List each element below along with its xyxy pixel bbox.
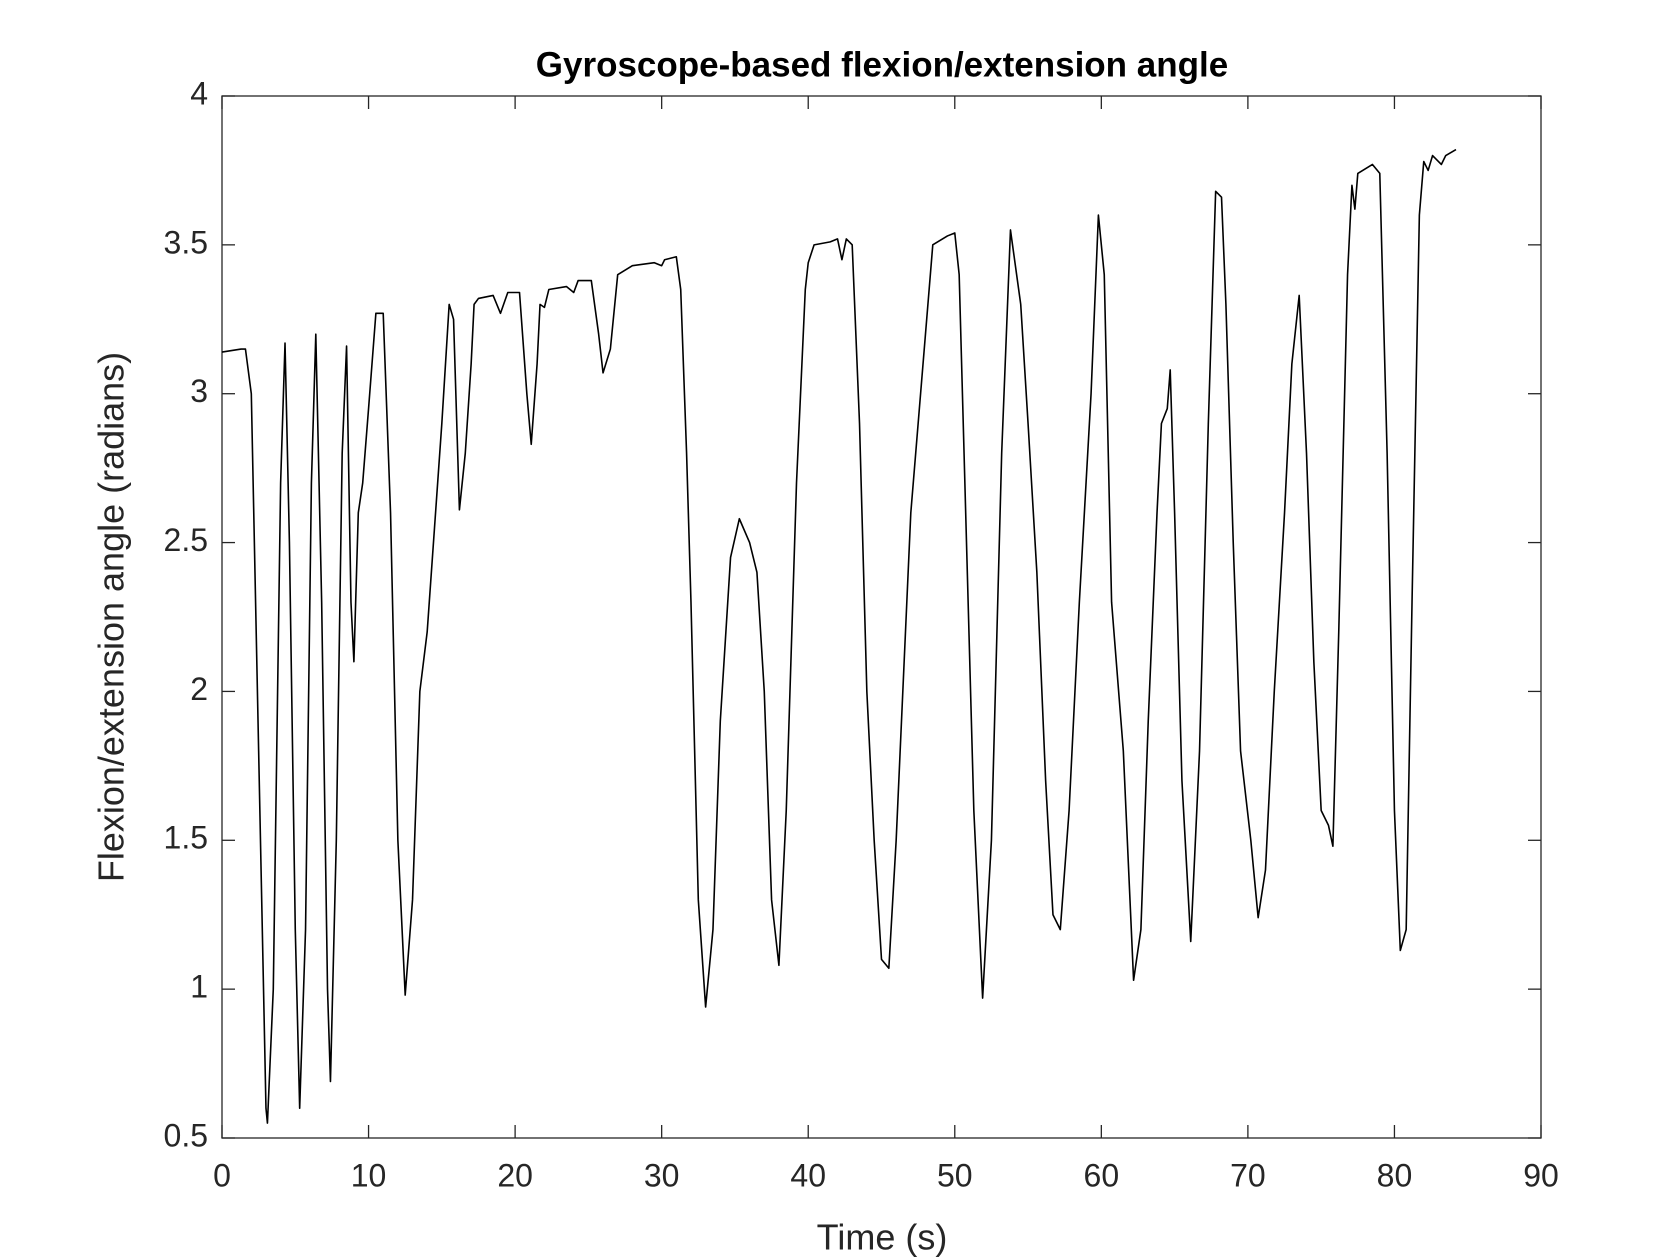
y-tick-label: 3.5 [164, 224, 208, 260]
x-tick-label: 70 [1230, 1157, 1266, 1193]
y-axis-label: Flexion/extension angle (radians) [91, 352, 132, 882]
y-tick-label: 2.5 [164, 522, 208, 558]
x-tick-label: 40 [790, 1157, 826, 1193]
x-tick-label: 90 [1523, 1157, 1559, 1193]
chart-title: Gyroscope-based flexion/extension angle [536, 45, 1228, 84]
data-line [221, 148, 1457, 1124]
x-tick-label: 30 [644, 1157, 680, 1193]
y-tick-label: 1.5 [164, 820, 208, 856]
x-tick-label: 10 [351, 1157, 387, 1193]
y-tick-label: 1 [190, 969, 208, 1005]
x-tick-label: 50 [937, 1157, 973, 1193]
x-tick-label: 60 [1084, 1157, 1120, 1193]
x-tick-label: 0 [213, 1157, 231, 1193]
y-tick-label: 4 [190, 75, 208, 111]
y-tick-label: 3 [190, 373, 208, 409]
x-axis-label: Time (s) [817, 1217, 948, 1258]
y-tick-label: 2 [190, 671, 208, 707]
x-tick-label: 80 [1377, 1157, 1413, 1193]
axes-box [221, 95, 1542, 1139]
y-tick-label: 0.5 [164, 1117, 208, 1153]
x-tick-label: 20 [497, 1157, 533, 1193]
